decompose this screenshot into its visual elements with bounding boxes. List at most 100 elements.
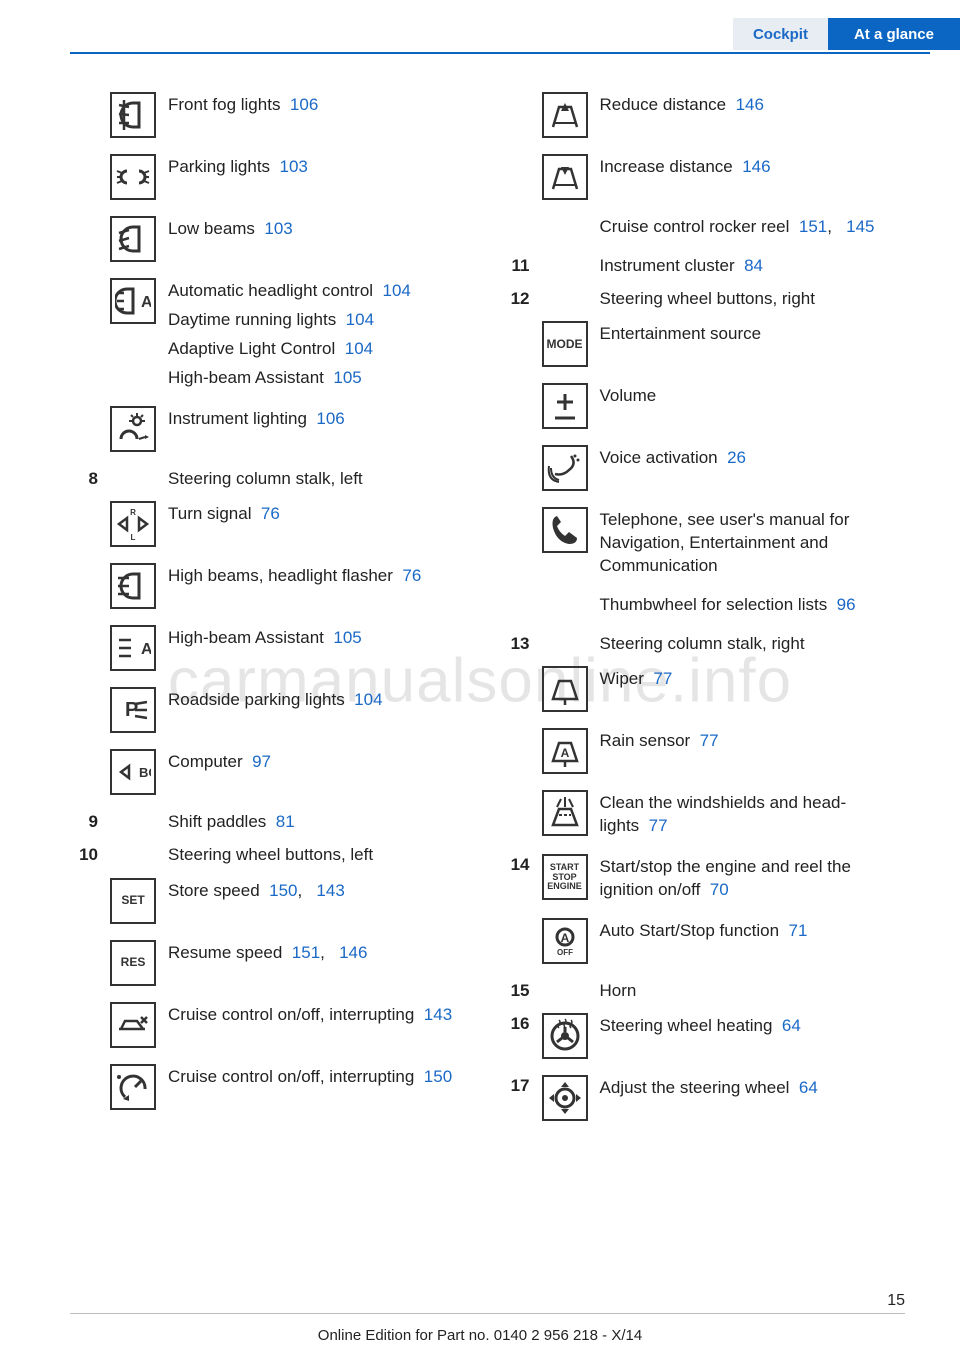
computer-icon (110, 749, 156, 795)
section-heading: Shift paddles (168, 812, 266, 831)
list-item: RES Resume speed 151, 146 (70, 940, 474, 986)
page-ref[interactable]: 104 (354, 690, 382, 709)
page-ref[interactable]: 143 (424, 1005, 452, 1024)
turn-signal-icon (110, 501, 156, 547)
page-ref[interactable]: 64 (782, 1016, 801, 1035)
list-item: Automatic headlight con­trol 104Daytime … (70, 278, 474, 390)
page-ref[interactable]: 104 (346, 310, 374, 329)
list-item: MODE Entertainment source (502, 321, 906, 367)
header-rule (70, 52, 930, 54)
section-heading: Instrument cluster (600, 256, 735, 275)
page-ref[interactable]: 146 (339, 943, 367, 962)
item-label: Wiper (600, 669, 644, 688)
page-ref[interactable]: 150 (424, 1067, 452, 1086)
item-number: 12 (502, 288, 530, 309)
item-label: Roadside parking lights (168, 690, 345, 709)
item-label: Resume speed (168, 943, 282, 962)
list-heading: 11 Instrument cluster 84 (502, 255, 906, 276)
page-ref[interactable]: 151 (799, 217, 827, 236)
list-item: Wiper 77 (502, 666, 906, 712)
page-ref[interactable]: 81 (276, 812, 295, 831)
page-ref[interactable]: 77 (649, 816, 668, 835)
footer-text: Online Edition for Part no. 0140 2 956 2… (0, 1327, 960, 1344)
volume-icon (542, 383, 588, 429)
auto-start-stop-icon (542, 918, 588, 964)
page-ref[interactable]: 104 (345, 339, 373, 358)
page-ref[interactable]: 77 (653, 669, 672, 688)
left-column: Front fog lights 106 Parking lights 103 … (70, 92, 474, 1282)
list-item: Turn signal 76 (70, 501, 474, 547)
adjust-steering-icon (542, 1075, 588, 1121)
page-ref[interactable]: 105 (333, 628, 361, 647)
list-item: Low beams 103 (70, 216, 474, 262)
right-column: Reduce distance 146 Increase distance 14… (502, 92, 906, 1282)
page-ref[interactable]: 146 (736, 95, 764, 114)
item-label: Automatic headlight con­trol (168, 281, 373, 300)
list-item: High beams, head­light flasher 76 (70, 563, 474, 609)
item-number: 14 (502, 854, 530, 875)
tab-at-a-glance[interactable]: At a glance (828, 18, 960, 50)
list-item: Clean the windshields and head­lights 77 (502, 790, 906, 838)
low-beams-icon (110, 216, 156, 262)
page-ref[interactable]: 26 (727, 448, 746, 467)
page-ref[interactable]: 150 (269, 881, 297, 900)
list-item: Roadside parking lights 104 (70, 687, 474, 733)
high-beam-assist-icon (110, 625, 156, 671)
page-ref[interactable]: 71 (789, 921, 808, 940)
item-label: Instrument lighting (168, 409, 307, 428)
telephone-icon (542, 507, 588, 553)
item-number: 8 (70, 468, 98, 489)
page-ref[interactable]: 76 (402, 566, 421, 585)
list-item: Computer 97 (70, 749, 474, 795)
cruise-dial-icon (110, 1064, 156, 1110)
page-ref[interactable]: 146 (742, 157, 770, 176)
section-heading: Steering column stalk, right (600, 634, 805, 654)
item-label: Steering wheel heating (600, 1016, 773, 1035)
list-item: Cruise control on/off, interrupt­ing 150 (70, 1064, 474, 1110)
item-label: Low beams (168, 219, 255, 238)
item-label: Adjust the steering wheel (600, 1078, 790, 1097)
page-ref[interactable]: 143 (316, 881, 344, 900)
list-item: 16 Steering wheel heating 64 (502, 1013, 906, 1059)
page-ref[interactable]: 96 (837, 595, 856, 614)
item-number: 9 (70, 811, 98, 832)
page-ref[interactable]: 84 (744, 256, 763, 275)
item-number: 11 (502, 255, 530, 276)
item-label: Parking lights (168, 157, 270, 176)
item-label: Telephone, see user's manual for Navigat… (600, 510, 850, 575)
page-ref[interactable]: 76 (261, 504, 280, 523)
front-fog-icon (110, 92, 156, 138)
page-ref[interactable]: 145 (846, 217, 874, 236)
page-ref[interactable]: 103 (280, 157, 308, 176)
voice-icon (542, 445, 588, 491)
list-item: Volume (502, 383, 906, 429)
page-ref[interactable]: 151 (292, 943, 320, 962)
list-heading: 12 Steering wheel buttons, right (502, 288, 906, 309)
tab-cockpit[interactable]: Cockpit (733, 18, 828, 50)
list-heading: 10 Steering wheel buttons, left (70, 844, 474, 865)
increase-distance-icon (542, 154, 588, 200)
item-label: Front fog lights (168, 95, 280, 114)
list-text-row: Thumbwheel for selection lists 96 (502, 594, 906, 617)
res-icon: RES (110, 940, 156, 986)
item-label: Reduce distance (600, 95, 727, 114)
page-ref[interactable]: 106 (316, 409, 344, 428)
list-item: 14 STARTSTOPENGINE Start/stop the engine… (502, 854, 906, 902)
page-ref[interactable]: 77 (700, 731, 719, 750)
list-item: Parking lights 103 (70, 154, 474, 200)
page-ref[interactable]: 104 (383, 281, 411, 300)
page-number: 15 (887, 1292, 905, 1310)
washer-icon (542, 790, 588, 836)
item-number: 15 (502, 980, 530, 1001)
list-item: Front fog lights 106 (70, 92, 474, 138)
page-ref[interactable]: 103 (264, 219, 292, 238)
page-ref[interactable]: 64 (799, 1078, 818, 1097)
item-label: Entertainment source (600, 324, 762, 343)
page-ref[interactable]: 106 (290, 95, 318, 114)
item-label: Auto Start/Stop function (600, 921, 780, 940)
start-stop-icon: STARTSTOPENGINE (542, 854, 588, 900)
page-ref[interactable]: 105 (333, 368, 361, 387)
page-ref[interactable]: 70 (710, 880, 729, 899)
list-heading: 8 Steering column stalk, left (70, 468, 474, 489)
page-ref[interactable]: 97 (252, 752, 271, 771)
